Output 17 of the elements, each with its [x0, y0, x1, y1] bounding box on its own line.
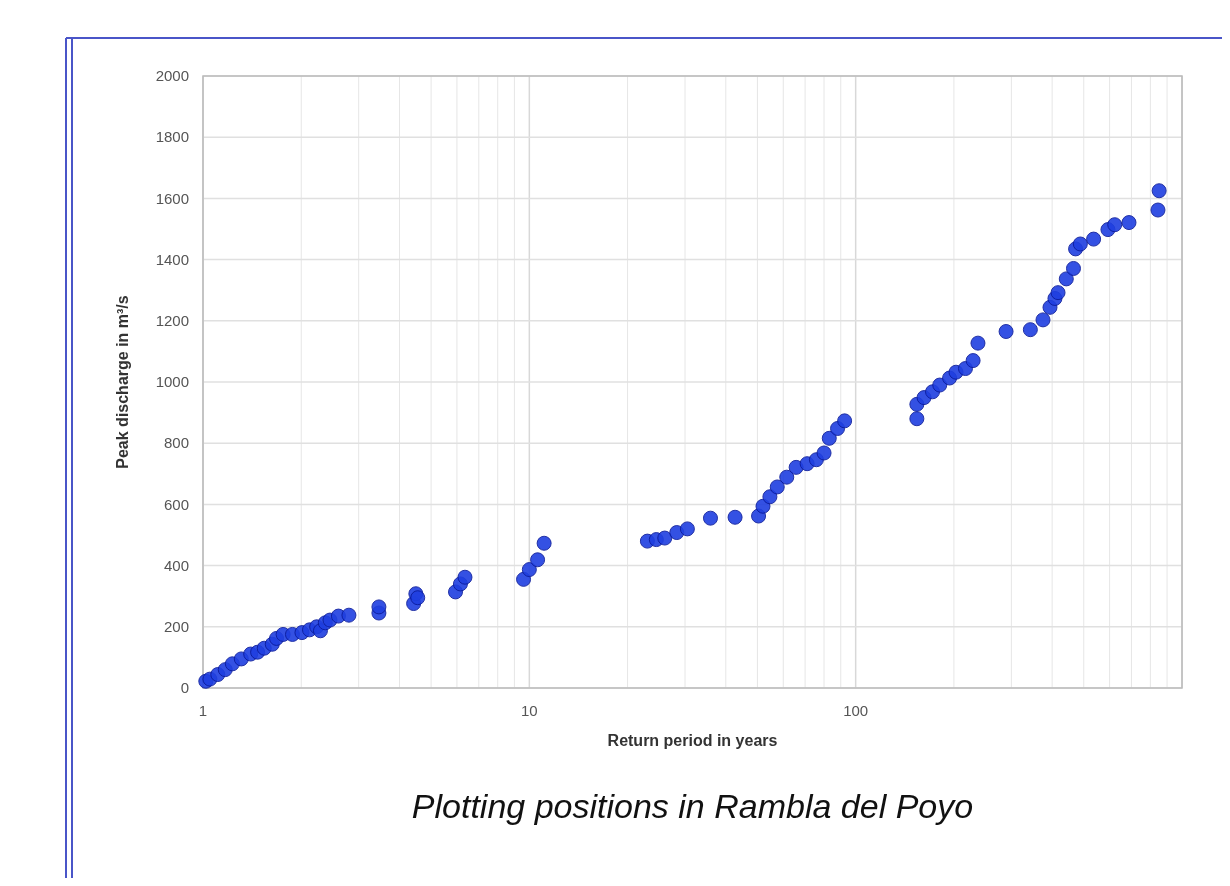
y-tick-label: 600 [163, 495, 189, 513]
y-tick-label: 1600 [155, 189, 189, 207]
y-tick-label: 200 [163, 618, 189, 636]
y-tick-label: 2000 [155, 67, 189, 85]
y-tick-label: 800 [163, 434, 189, 452]
y-tick-label: 1400 [155, 250, 189, 268]
x-tick-label: 10 [520, 702, 538, 719]
x-tick-label: 100 [843, 702, 869, 719]
y-tick-label: 1200 [155, 312, 189, 330]
y-tick-label: 400 [163, 556, 189, 574]
x-tick-label: 1 [198, 702, 208, 719]
y-tick-label: 0 [180, 679, 189, 697]
y-axis-title: Peak discharge in m³/s [114, 295, 131, 469]
y-tick-label: 1000 [155, 373, 189, 391]
x-axis-title: Return period in years [607, 732, 778, 749]
text: Plotting positions in Rambla del Poyo [411, 787, 974, 825]
y-tick-label: 1800 [155, 128, 189, 146]
